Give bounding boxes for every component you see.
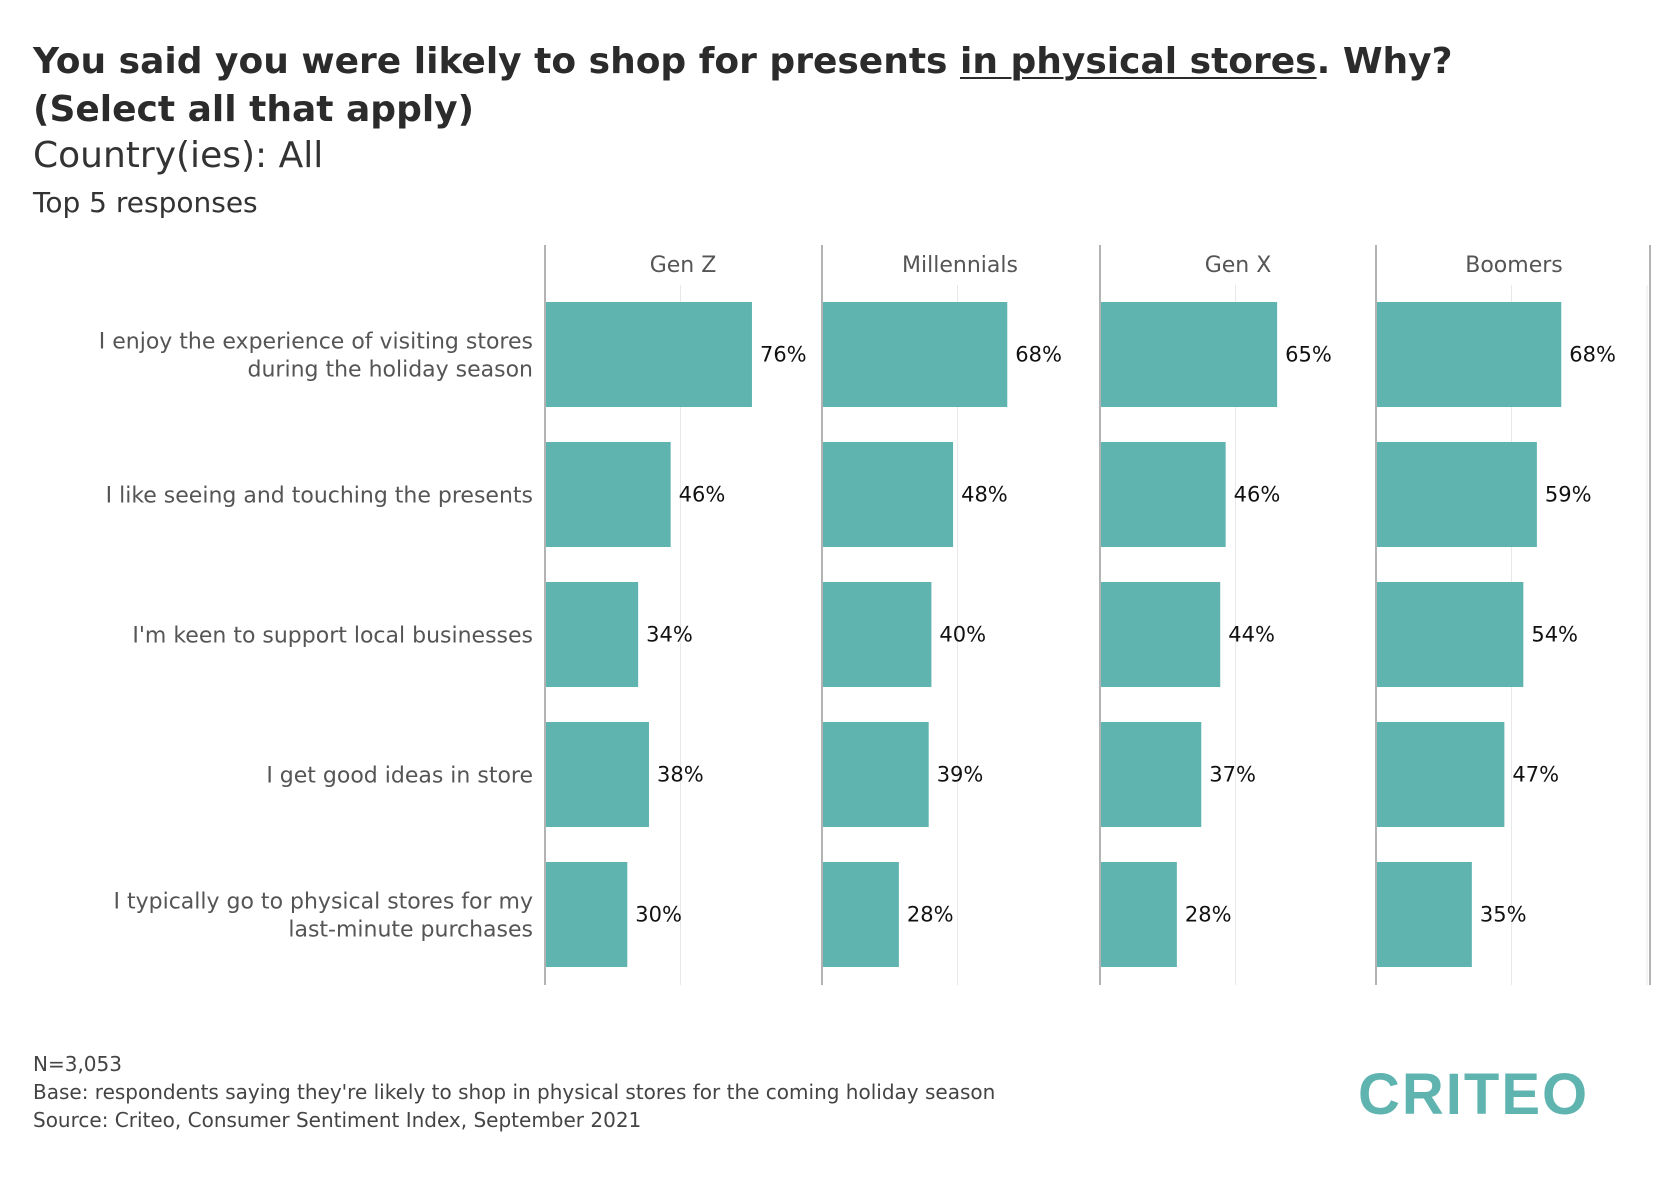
bar: [1377, 302, 1562, 407]
bar-value-label: 48%: [961, 483, 1008, 507]
bar-value-label: 46%: [679, 483, 726, 507]
bar-value-label: 28%: [907, 903, 954, 927]
category-label: I typically go to physical stores for my: [114, 890, 534, 915]
bar-value-label: 76%: [760, 343, 807, 367]
category-label: last-minute purchases: [288, 918, 533, 943]
title-underlined-text: in physical stores: [960, 41, 1317, 82]
logo-wordmark: CRITEO: [1358, 1064, 1589, 1124]
bar: [823, 862, 899, 967]
category-label: I get good ideas in store: [266, 764, 533, 789]
bar: [546, 442, 671, 547]
bar-chart: Gen Z 76% 46% 34% 38% 30% Millennials 68% 48% 40%…: [99, 245, 1651, 985]
bar-value-label: 38%: [657, 763, 704, 787]
title-text-line2: (Select all that apply): [33, 89, 475, 130]
bar: [823, 722, 929, 827]
bar: [1101, 582, 1221, 687]
bar-value-label: 65%: [1285, 343, 1332, 367]
bar: [823, 302, 1008, 407]
bar: [1101, 862, 1177, 967]
bar: [1377, 722, 1505, 827]
bar-value-label: 54%: [1531, 623, 1578, 647]
bar: [1377, 582, 1524, 687]
footer-source: Source: Criteo, Consumer Sentiment Index…: [33, 1108, 642, 1132]
bar: [546, 302, 752, 407]
category-label: during the holiday season: [248, 358, 534, 383]
bar: [823, 582, 932, 687]
bar: [1101, 302, 1278, 407]
footer-notes: N=3,053 Base: respondents saying they're…: [33, 1050, 995, 1134]
bar-value-label: 34%: [646, 623, 693, 647]
bar: [1101, 722, 1202, 827]
bar-value-label: 68%: [1015, 343, 1062, 367]
panel-header: Gen X: [1205, 253, 1272, 278]
chart-subsubtitle: Top 5 responses: [33, 186, 258, 219]
footer-sample-size: N=3,053: [33, 1052, 122, 1076]
bar-value-label: 44%: [1228, 623, 1275, 647]
title-text-part1: You said you were likely to shop for pre…: [33, 41, 960, 82]
bar-value-label: 39%: [937, 763, 984, 787]
bar: [1377, 862, 1472, 967]
title-text-part2: . Why?: [1316, 41, 1453, 82]
bar-value-label: 28%: [1185, 903, 1232, 927]
panel-header: Boomers: [1465, 253, 1563, 278]
bar: [823, 442, 954, 547]
bar-value-label: 35%: [1480, 903, 1527, 927]
category-label: I'm keen to support local businesses: [132, 624, 533, 649]
bar-value-label: 40%: [939, 623, 986, 647]
bar: [546, 582, 639, 687]
footer-base: Base: respondents saying they're likely …: [33, 1080, 996, 1104]
bar: [546, 722, 649, 827]
bar: [1377, 442, 1537, 547]
bar-value-label: 37%: [1209, 763, 1256, 787]
criteo-logo: CRITEO: [1358, 1064, 1589, 1124]
category-label: I enjoy the experience of visiting store…: [99, 330, 533, 355]
bar-value-label: 46%: [1234, 483, 1281, 507]
panel-header: Millennials: [902, 253, 1018, 278]
bar-value-label: 68%: [1569, 343, 1616, 367]
panel-header: Gen Z: [650, 253, 717, 278]
bar-value-label: 30%: [635, 903, 682, 927]
chart-subtitle: Country(ies): All: [33, 135, 324, 176]
bar-value-label: 59%: [1545, 483, 1592, 507]
chart-title: You said you were likely to shop for pre…: [33, 38, 1453, 134]
bar-value-label: 47%: [1512, 763, 1559, 787]
category-label: I like seeing and touching the presents: [106, 484, 533, 509]
bar: [546, 862, 628, 967]
bar: [1101, 442, 1226, 547]
